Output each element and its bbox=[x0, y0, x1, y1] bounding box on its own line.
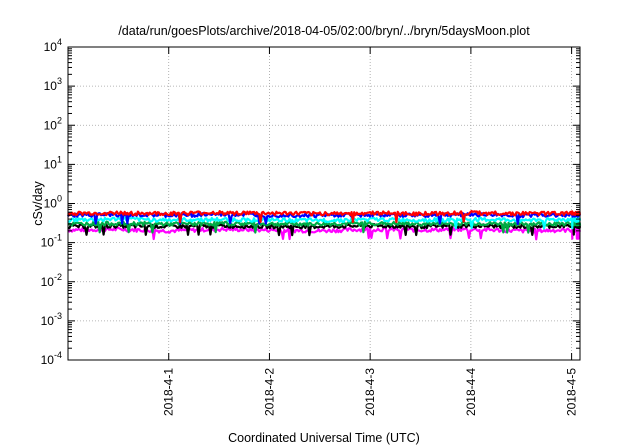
x-tick-label: 2018-4-5 bbox=[565, 368, 579, 416]
x-tick-label: 2018-4-1 bbox=[162, 368, 176, 416]
y-tick-label: 10-4 bbox=[41, 350, 62, 367]
y-tick-label: 10-3 bbox=[41, 311, 62, 328]
x-tick-label: 2018-4-4 bbox=[464, 368, 478, 416]
y-tick-label: 10-1 bbox=[41, 233, 62, 250]
series-line bbox=[67, 220, 582, 234]
grid bbox=[68, 47, 580, 360]
y-tick-label: 100 bbox=[44, 194, 62, 211]
series-layer bbox=[67, 209, 582, 241]
y-tick-label: 10-2 bbox=[41, 272, 62, 289]
x-tick-label: 2018-4-2 bbox=[262, 368, 276, 416]
y-tick-label: 101 bbox=[44, 154, 62, 171]
y-tick-label: 104 bbox=[44, 37, 62, 54]
y-tick-label: 102 bbox=[44, 115, 62, 132]
axis-ticks: 10-4 10-3 10-2 10-1 100 101 102 103 104 2018-4-1 2… bbox=[41, 37, 580, 416]
series-line bbox=[67, 216, 582, 230]
chart-title: /data/run/goesPlots/archive/2018-04-05/0… bbox=[118, 24, 530, 38]
x-axis-label: Coordinated Universal Time (UTC) bbox=[228, 431, 420, 445]
series-line bbox=[67, 209, 582, 224]
x-tick-label: 2018-4-3 bbox=[363, 368, 377, 416]
y-tick-label: 103 bbox=[44, 76, 62, 93]
y-axis-label: cSv/day bbox=[31, 181, 45, 226]
